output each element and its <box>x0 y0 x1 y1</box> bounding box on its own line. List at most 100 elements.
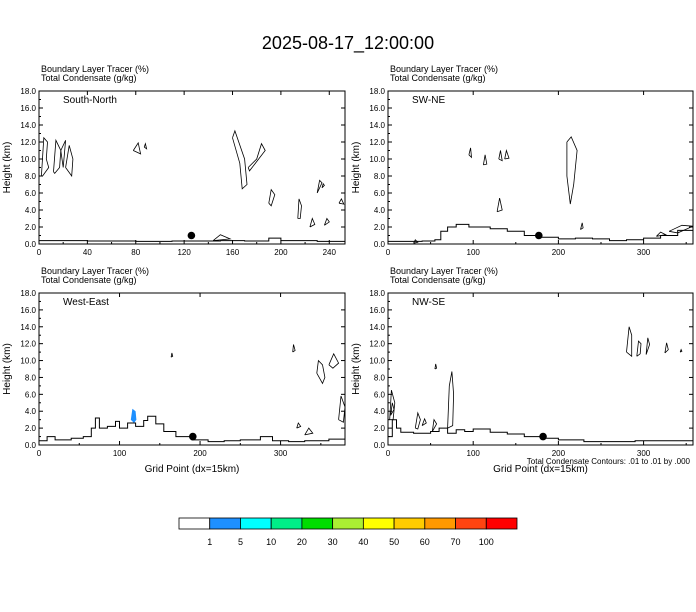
condensate-contour <box>421 417 427 426</box>
x-tick-label: 200 <box>274 248 288 257</box>
y-tick-label: 4.0 <box>25 407 37 416</box>
panel-0: Boundary Layer Tracer (%)Total Condensat… <box>2 64 346 257</box>
condensate-contour <box>212 234 232 241</box>
y-tick-label: 6.0 <box>25 390 37 399</box>
y-tick-label: 0.0 <box>374 441 386 450</box>
colorbar-label: 5 <box>238 537 243 547</box>
colorbar-label: 40 <box>358 537 368 547</box>
x-tick-label: 200 <box>552 248 566 257</box>
condensate-contour <box>580 222 584 230</box>
colorbar-box <box>455 517 487 530</box>
condensate-contour <box>414 411 421 430</box>
condensate-contour <box>321 182 325 189</box>
x-tick-label: 300 <box>637 449 651 458</box>
x-tick-label: 100 <box>113 449 127 458</box>
footnote: Total Condensate Contours: .01 to .01 by… <box>527 457 691 466</box>
x-axis-label: Grid Point (dx=15km) <box>493 464 588 475</box>
colorbar-label: 10 <box>266 537 276 547</box>
panel-subtitle-condensate: Total Condensate (g/kg) <box>390 73 486 83</box>
y-tick-label: 10.0 <box>369 155 385 164</box>
x-tick-label: 300 <box>274 449 288 458</box>
condensate-contour <box>309 217 316 228</box>
y-tick-label: 18.0 <box>20 87 36 96</box>
panel-frame <box>387 90 694 245</box>
colorbar-label: 70 <box>451 537 461 547</box>
y-tick-label: 10.0 <box>20 357 36 366</box>
terrain-line <box>388 419 693 443</box>
y-tick-label: 6.0 <box>25 189 37 198</box>
y-tick-label: 4.0 <box>25 206 37 215</box>
x-tick-label: 120 <box>177 248 191 257</box>
x-tick-label: 40 <box>83 248 92 257</box>
y-axis-label: Height (km) <box>351 142 362 194</box>
location-marker <box>187 231 196 240</box>
x-tick-label: 0 <box>37 449 42 458</box>
y-tick-label: 4.0 <box>374 407 386 416</box>
colorbar-box <box>424 517 456 530</box>
x-tick-label: 300 <box>637 248 651 257</box>
y-tick-label: 2.0 <box>374 424 386 433</box>
condensate-contour <box>65 145 74 178</box>
y-tick-label: 14.0 <box>20 323 36 332</box>
panel-frame <box>38 292 346 446</box>
condensate-contour <box>668 224 693 234</box>
panel-subtitle-tracer: Boundary Layer Tracer (%) <box>390 64 498 74</box>
terrain-line <box>388 223 693 242</box>
condensate-contour <box>338 198 345 205</box>
condensate-contour <box>41 136 50 177</box>
panel-2: Boundary Layer Tracer (%)Total Condensat… <box>2 266 346 475</box>
y-tick-label: 10.0 <box>20 155 36 164</box>
y-tick-label: 14.0 <box>369 323 385 332</box>
x-axis-label: Grid Point (dx=15km) <box>145 464 240 475</box>
condensate-contour <box>626 326 633 358</box>
y-tick-label: 6.0 <box>374 189 386 198</box>
condensate-contour <box>316 179 323 194</box>
panel-frame <box>38 90 346 245</box>
y-tick-label: 12.0 <box>20 340 36 349</box>
tracer-shading <box>130 408 137 423</box>
condensate-contour <box>324 217 330 226</box>
y-tick-label: 16.0 <box>20 104 36 113</box>
x-tick-label: 200 <box>552 449 566 458</box>
condensate-contour <box>504 148 510 160</box>
x-tick-label: 160 <box>226 248 240 257</box>
y-axis-label: Height (km) <box>351 343 362 395</box>
condensate-contour <box>390 402 395 416</box>
condensate-contour <box>468 147 473 159</box>
x-tick-label: 100 <box>467 248 481 257</box>
y-tick-label: 0.0 <box>25 441 37 450</box>
y-axis-label: Height (km) <box>2 343 13 395</box>
condensate-contour <box>496 198 503 213</box>
condensate-contour <box>498 150 503 162</box>
condensate-contour <box>447 371 455 429</box>
location-marker <box>189 432 197 441</box>
condensate-contour <box>328 352 340 369</box>
y-tick-label: 12.0 <box>369 340 385 349</box>
y-tick-label: 6.0 <box>374 390 386 399</box>
y-tick-label: 2.0 <box>374 223 386 232</box>
x-tick-label: 240 <box>323 248 337 257</box>
colorbar-label: 60 <box>420 537 430 547</box>
colorbar-label: 100 <box>479 537 494 547</box>
y-tick-label: 0.0 <box>374 240 386 249</box>
y-tick-label: 18.0 <box>369 289 385 298</box>
y-tick-label: 18.0 <box>369 87 385 96</box>
x-tick-label: 0 <box>37 248 42 257</box>
condensate-contour <box>170 352 174 358</box>
colorbar-box <box>362 517 395 530</box>
panel-plot-area <box>388 326 693 443</box>
location-marker <box>539 432 547 441</box>
y-tick-label: 18.0 <box>20 289 36 298</box>
y-tick-label: 14.0 <box>20 121 36 130</box>
condensate-contour <box>338 395 345 423</box>
panel-subtitle-condensate: Total Condensate (g/kg) <box>390 275 486 285</box>
panel-plot-area <box>39 344 345 443</box>
location-marker <box>534 231 543 240</box>
panel-3: Boundary Layer Tracer (%)Total Condensat… <box>351 266 694 475</box>
colorbar-label: 30 <box>328 537 338 547</box>
x-tick-label: 0 <box>386 449 391 458</box>
x-tick-label: 100 <box>467 449 481 458</box>
panel-plot-area <box>388 136 693 244</box>
y-tick-label: 2.0 <box>25 223 37 232</box>
